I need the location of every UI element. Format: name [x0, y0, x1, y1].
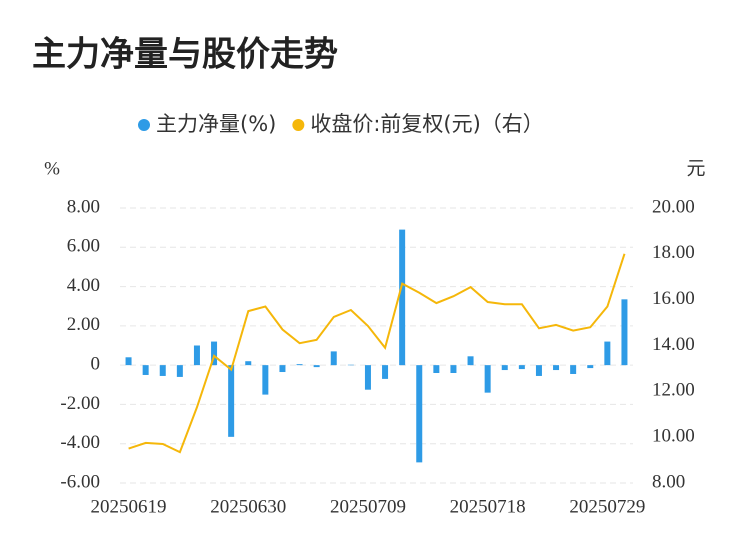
y-tick-label: 4.00: [67, 275, 100, 296]
bar: [416, 365, 423, 463]
legend-marker: [138, 119, 150, 131]
bar: [535, 365, 542, 376]
y-tick-label: -4.00: [60, 432, 100, 453]
bar: [587, 365, 594, 369]
x-tick-label: 20250619: [91, 496, 167, 517]
y-tick-label: -6.00: [60, 471, 100, 492]
bar: [245, 361, 252, 366]
bar: [467, 356, 474, 366]
bar: [553, 365, 560, 371]
bar: [450, 365, 457, 373]
x-tick-label: 20250729: [569, 496, 645, 517]
bar: [211, 341, 218, 366]
bar: [433, 365, 440, 373]
bar: [313, 365, 320, 368]
y2-tick-label: 12.00: [652, 380, 695, 401]
y2-tick-label: 20.00: [652, 196, 695, 217]
legend: 主力净量(%) 收盘价:前复权(元)（右）: [138, 112, 544, 136]
bar: [518, 365, 525, 370]
bar: [159, 365, 166, 376]
legend-label: 主力净量(%): [156, 112, 276, 136]
bar: [125, 357, 132, 366]
bar: [279, 365, 286, 373]
y-tick-label: 2.00: [67, 314, 100, 335]
bar: [399, 229, 406, 366]
bar: [382, 365, 389, 379]
bar: [604, 341, 611, 366]
y2-tick-label: 16.00: [652, 288, 695, 309]
bar: [570, 365, 577, 374]
x-tick-label: 20250718: [450, 496, 526, 517]
bar: [621, 299, 628, 366]
y2-tick-label: 8.00: [652, 471, 685, 492]
y-tick-label: -2.00: [60, 393, 100, 414]
y2-tick-label: 10.00: [652, 426, 695, 447]
y2-tick-label: 14.00: [652, 334, 695, 355]
y2-axis-label: 元: [686, 158, 705, 179]
bar: [142, 365, 149, 375]
y-tick-label: 8.00: [67, 196, 100, 217]
bar: [262, 365, 269, 395]
legend-label: 收盘价:前复权(元)（右）: [310, 112, 543, 136]
y2-tick-label: 18.00: [652, 242, 695, 263]
legend-marker: [292, 119, 305, 131]
x-tick-label: 20250709: [330, 496, 406, 517]
bar: [296, 364, 303, 366]
bar: [193, 345, 200, 366]
bar: [176, 365, 183, 377]
bar: [501, 365, 508, 371]
x-tick-label: 20250630: [210, 496, 286, 517]
bar: [364, 365, 371, 390]
price-line: [128, 253, 626, 454]
bar: [347, 364, 354, 366]
y-axis-label: %: [44, 158, 60, 179]
bar: [228, 365, 235, 437]
bar: [330, 351, 337, 366]
chart-title: 主力净量与股价走势: [32, 35, 338, 75]
y-tick-label: 6.00: [67, 236, 100, 257]
y-tick-label: 0: [91, 354, 101, 375]
bar: [484, 365, 491, 393]
